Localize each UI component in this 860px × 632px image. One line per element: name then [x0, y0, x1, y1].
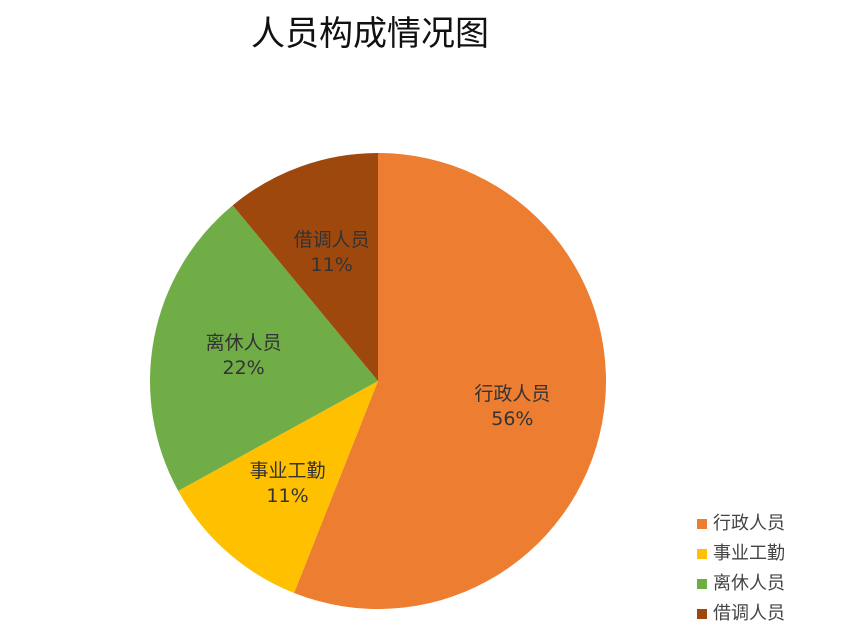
legend-label: 行政人员	[713, 513, 785, 534]
slice-category-label: 行政人员	[474, 383, 550, 405]
pie-slice	[294, 153, 606, 609]
legend-marker	[697, 549, 707, 559]
slice-category-label: 事业工勤	[250, 460, 326, 482]
chart-title: 人员构成情况图	[251, 14, 489, 54]
legend-label: 借调人员	[713, 603, 785, 624]
legend-marker	[697, 579, 707, 589]
pie-slice	[150, 205, 378, 491]
slice-value-label: 56%	[491, 408, 533, 430]
pie-slice	[178, 381, 378, 593]
slice-value-label: 11%	[266, 485, 308, 507]
legend-label: 事业工勤	[713, 543, 785, 564]
legend-marker	[697, 519, 707, 529]
slice-category-label: 借调人员	[294, 229, 370, 251]
legend-marker	[697, 609, 707, 619]
slice-category-label: 离休人员	[206, 332, 282, 354]
legend-label: 离休人员	[713, 573, 785, 594]
slice-value-label: 11%	[311, 254, 353, 276]
pie-slice	[232, 153, 378, 381]
slice-value-label: 22%	[223, 357, 265, 379]
